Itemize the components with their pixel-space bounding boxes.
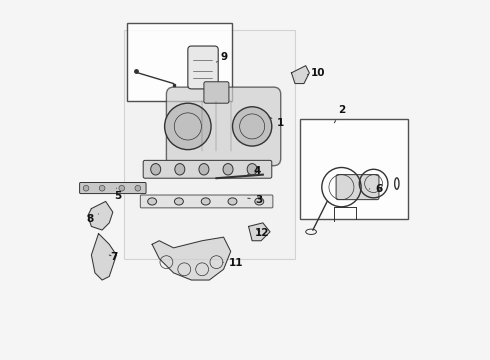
- Polygon shape: [92, 234, 117, 280]
- FancyBboxPatch shape: [79, 183, 146, 194]
- Circle shape: [83, 185, 89, 191]
- Text: 6: 6: [369, 184, 383, 194]
- FancyBboxPatch shape: [123, 30, 295, 258]
- Ellipse shape: [223, 163, 233, 175]
- FancyBboxPatch shape: [188, 46, 218, 89]
- Circle shape: [165, 103, 211, 150]
- FancyBboxPatch shape: [140, 195, 273, 208]
- Ellipse shape: [174, 198, 183, 205]
- Bar: [127, 23, 232, 102]
- FancyBboxPatch shape: [143, 160, 272, 178]
- Polygon shape: [88, 202, 113, 230]
- Ellipse shape: [151, 163, 161, 175]
- Polygon shape: [292, 66, 309, 84]
- Ellipse shape: [147, 198, 157, 205]
- Text: 9: 9: [217, 52, 227, 62]
- Polygon shape: [152, 237, 231, 280]
- Polygon shape: [248, 223, 270, 241]
- Text: 11: 11: [223, 258, 244, 268]
- Text: 10: 10: [308, 68, 325, 78]
- Text: 1: 1: [269, 117, 284, 128]
- Ellipse shape: [201, 198, 210, 205]
- Ellipse shape: [175, 163, 185, 175]
- Ellipse shape: [247, 163, 257, 175]
- Ellipse shape: [199, 163, 209, 175]
- FancyBboxPatch shape: [336, 175, 379, 200]
- FancyBboxPatch shape: [204, 82, 229, 103]
- Circle shape: [135, 185, 141, 191]
- Ellipse shape: [255, 198, 264, 205]
- Text: 8: 8: [86, 214, 98, 224]
- Text: 7: 7: [109, 252, 117, 262]
- Bar: [300, 119, 408, 219]
- FancyBboxPatch shape: [167, 87, 281, 166]
- Ellipse shape: [228, 198, 237, 205]
- Text: 3: 3: [248, 195, 263, 204]
- Text: 12: 12: [255, 228, 270, 238]
- Circle shape: [99, 185, 105, 191]
- Circle shape: [119, 185, 124, 191]
- Text: 2: 2: [334, 105, 345, 123]
- Text: 4: 4: [247, 166, 261, 176]
- Text: 5: 5: [115, 188, 122, 201]
- Circle shape: [232, 107, 272, 146]
